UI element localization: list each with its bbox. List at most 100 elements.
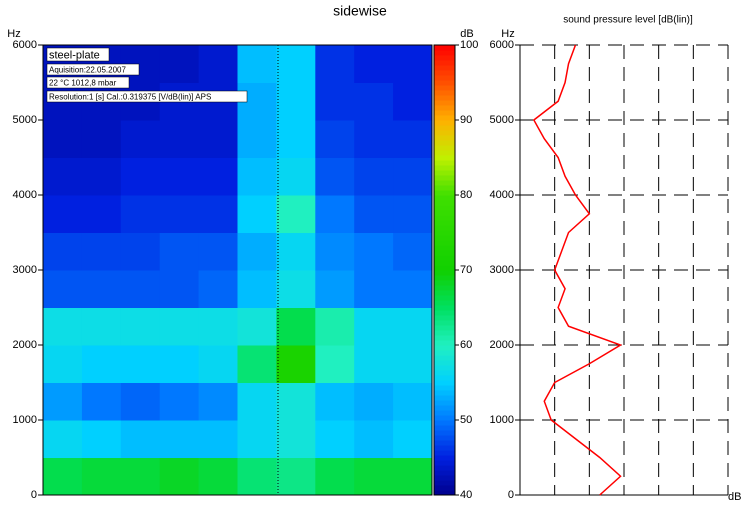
heat-cell [315, 382, 355, 421]
colorbar-step [434, 340, 455, 346]
colorbar-step [434, 145, 455, 151]
colorbar-step [434, 205, 455, 211]
heat-cell [120, 420, 161, 458]
colorbar-step [434, 210, 455, 216]
colorbar-step [434, 275, 455, 281]
heat-cell [81, 307, 122, 346]
colorbar-step [434, 300, 455, 306]
heat-cell [354, 382, 394, 421]
heat-cell [120, 195, 161, 233]
heat-cell [354, 270, 394, 308]
colorbar-step [434, 220, 455, 226]
colorbar-step [434, 330, 455, 336]
colorbar-step [434, 265, 455, 271]
heat-cell [237, 382, 277, 421]
heat-cell [43, 120, 83, 158]
heat-cell [393, 195, 433, 233]
heat-cell [198, 157, 238, 196]
colorbar-step [434, 400, 455, 406]
colorbar-tick-label: 50 [460, 414, 472, 426]
heat-cell [354, 45, 394, 83]
colorbar-step [434, 100, 455, 106]
colorbar-tick-label: 60 [460, 339, 472, 351]
colorbar-step [434, 95, 455, 101]
colorbar-step [434, 75, 455, 81]
y-tick-label: 0 [31, 489, 37, 501]
heat-cell [120, 345, 161, 383]
heat-cell [276, 307, 316, 346]
heat-cell [315, 45, 355, 83]
colorbar-step [434, 420, 455, 426]
heat-cell [43, 382, 83, 421]
y-tick-label: 2000 [490, 339, 514, 351]
colorbar-step [434, 215, 455, 221]
heat-cell [198, 232, 238, 271]
heat-cell [43, 420, 83, 458]
heat-cell [198, 457, 238, 496]
heat-cell [198, 382, 238, 421]
colorbar-step [434, 385, 455, 391]
colorbar-step [434, 90, 455, 96]
colorbar-step [434, 490, 455, 496]
colorbar-step [434, 425, 455, 431]
heat-cell [276, 420, 316, 458]
colorbar-step [434, 240, 455, 246]
colorbar-step [434, 310, 455, 316]
y-axis-label: Hz [501, 28, 514, 40]
heat-cell [393, 307, 433, 346]
annotation: Resolution:1 [s] Cal.:0.319375 [V/dB(lin… [49, 93, 211, 102]
heat-cell [354, 82, 394, 121]
colorbar-step [434, 375, 455, 381]
colorbar-step [434, 250, 455, 256]
heat-cell [354, 345, 394, 383]
heat-cell [198, 195, 238, 233]
heat-cell [198, 120, 238, 158]
colorbar-step [434, 435, 455, 441]
colorbar-step [434, 180, 455, 186]
annotation-box [46, 63, 140, 76]
heat-cell [43, 270, 83, 308]
colorbar-tick-label: 40 [460, 489, 472, 501]
heat-cell [43, 157, 83, 196]
y-tick-label: 1000 [13, 414, 37, 426]
annotation: steel-plate [49, 49, 100, 61]
heat-cell [43, 307, 83, 346]
colorbar-step [434, 320, 455, 326]
heat-cell [81, 232, 122, 271]
colorbar-step [434, 450, 455, 456]
heat-cell [393, 45, 433, 83]
colorbar-step [434, 245, 455, 251]
heat-cell [159, 420, 200, 458]
chart-title: sidewise [333, 3, 387, 19]
colorbar-step [434, 395, 455, 401]
colorbar-step [434, 130, 455, 136]
heat-cell [393, 457, 433, 496]
heat-cell [276, 345, 316, 383]
y-tick-label: 2000 [13, 339, 37, 351]
heat-cell [159, 120, 200, 158]
colorbar-tick-label: 80 [460, 189, 472, 201]
colorbar-step [434, 80, 455, 86]
heat-cell [81, 157, 122, 196]
colorbar-step [434, 160, 455, 166]
colorbar-step [434, 430, 455, 436]
annotation-box [46, 90, 248, 103]
y-tick-label: 6000 [490, 39, 514, 51]
colorbar-step [434, 350, 455, 356]
heat-cell [354, 120, 394, 158]
heat-cell [354, 457, 394, 496]
heat-cell [198, 270, 238, 308]
heat-cell [237, 45, 277, 83]
heat-cell [159, 270, 200, 308]
colorbar-step [434, 295, 455, 301]
y-tick-label: 5000 [13, 114, 37, 126]
colorbar-step [434, 85, 455, 91]
colorbar-step [434, 60, 455, 66]
colorbar-step [434, 380, 455, 386]
colorbar-step [434, 50, 455, 56]
colorbar-step [434, 270, 455, 276]
colorbar-step [434, 185, 455, 191]
heat-cell [81, 382, 122, 421]
colorbar-step [434, 190, 455, 196]
colorbar-step [434, 200, 455, 206]
